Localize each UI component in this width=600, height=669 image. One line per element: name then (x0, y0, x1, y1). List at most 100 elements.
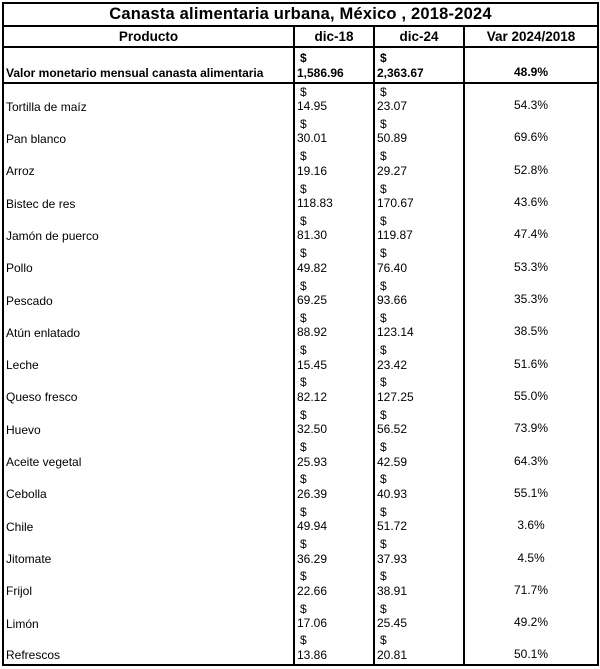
table-row: Huevo $ 32.50 $ 56.52 73.9% (3, 406, 599, 439)
table-title: Canasta alimentaria urbana, México , 201… (3, 3, 599, 27)
dic24-value: 76.40 (377, 260, 408, 275)
currency-symbol: $ (380, 601, 387, 616)
dic24-value: 23.07 (377, 99, 408, 114)
summary-dic24-value: 2,363.67 (377, 65, 424, 80)
dic18-cell: $ 22.66 (293, 568, 374, 601)
dic18-value: 13.86 (297, 647, 328, 662)
dic24-value: 25.45 (377, 616, 408, 631)
currency-symbol: $ (300, 601, 307, 616)
dic24-cell: $ 170.67 (373, 180, 464, 213)
currency-symbol: $ (380, 246, 387, 261)
currency-symbol: $ (380, 375, 387, 390)
dic18-cell: $ 17.06 (293, 600, 374, 633)
var-cell: 53.3% (462, 244, 599, 278)
dic18-value: 26.39 (297, 486, 328, 501)
dic18-cell: $ 19.16 (293, 147, 374, 181)
dic18-cell: $ 88.92 (293, 309, 374, 342)
currency-symbol: $ (300, 504, 307, 519)
dic18-value: 22.66 (297, 583, 328, 598)
currency-symbol: $ (300, 246, 307, 261)
dic18-value: 15.45 (297, 357, 328, 372)
var-cell: 50.1% (462, 632, 599, 665)
currency-symbol: $ (380, 278, 387, 293)
dic24-value: 23.42 (377, 357, 408, 372)
dic18-value: 14.95 (297, 99, 328, 114)
currency-symbol: $ (380, 440, 387, 455)
currency-symbol: $ (300, 633, 307, 647)
table-row: Atún enlatado $ 88.92 $ 123.14 38.5% (3, 309, 599, 342)
currency-symbol: $ (300, 213, 307, 228)
table-row: Arroz $ 19.16 $ 29.27 52.8% (3, 147, 599, 181)
dic18-cell: $ 13.86 (293, 632, 374, 665)
var-cell: 38.5% (462, 309, 599, 342)
summary-dic18-value: 1,586.96 (297, 65, 344, 80)
dic24-value: 20.81 (377, 647, 408, 662)
dic18-value: 25.93 (297, 454, 328, 469)
dic18-cell: $ 81.30 (293, 212, 374, 245)
product-name-cell: Limón (6, 616, 39, 631)
dic18-value: 88.92 (297, 325, 328, 340)
column-header-dic-18: dic-18 (293, 25, 375, 48)
dic18-value: 30.01 (297, 131, 328, 146)
dic18-value: 19.16 (297, 163, 328, 178)
currency-symbol: $ (300, 472, 307, 487)
product-name-cell: Jamón de puerco (6, 228, 99, 243)
currency-symbol: $ (380, 51, 387, 66)
var-cell: 49.2% (462, 600, 599, 633)
summary-name-cell: Valor monetario mensual canasta alimenta… (3, 47, 294, 85)
dic18-value: 82.12 (297, 389, 328, 404)
dic18-cell: $ 14.95 (293, 83, 374, 116)
product-name-cell: Tortilla de maíz (6, 99, 87, 114)
var-cell: 73.9% (462, 406, 599, 439)
currency-symbol: $ (300, 149, 307, 164)
currency-symbol: $ (300, 537, 307, 552)
dic24-value: 123.14 (377, 325, 414, 340)
dic24-cell: $ 25.45 (373, 600, 464, 633)
product-name-cell: Atún enlatado (6, 325, 81, 340)
dic24-cell: $ 38.91 (373, 568, 464, 601)
dic24-value: 42.59 (377, 454, 408, 469)
var-cell: 3.6% (462, 503, 599, 536)
dic18-cell: $ 49.82 (293, 244, 374, 278)
product-name-cell: Huevo (6, 422, 41, 437)
product-name-cell: Arroz (6, 164, 35, 179)
dic18-cell: $ 32.50 (293, 406, 374, 439)
dic24-cell: $ 76.40 (373, 244, 464, 278)
currency-symbol: $ (380, 181, 387, 196)
currency-symbol: $ (300, 181, 307, 196)
dic24-cell: $ 93.66 (373, 277, 464, 310)
var-cell: 55.1% (462, 471, 599, 504)
currency-symbol: $ (300, 407, 307, 422)
currency-symbol: $ (380, 633, 387, 647)
dic18-cell: $ 30.01 (293, 115, 374, 148)
dic18-value: 17.06 (297, 616, 328, 631)
dic18-value: 69.25 (297, 293, 328, 308)
dic18-value: 36.29 (297, 551, 328, 566)
dic18-cell: $ 15.45 (293, 341, 374, 375)
var-cell: 55.0% (462, 374, 599, 407)
product-name-cell: Aceite vegetal (6, 455, 82, 470)
product-name-cell: Refrescos (6, 648, 61, 662)
dic18-value: 32.50 (297, 422, 328, 437)
dic24-value: 170.67 (377, 196, 414, 211)
dic18-cell: $ 26.39 (293, 471, 374, 504)
dic24-cell: $ 37.93 (373, 535, 464, 569)
currency-symbol: $ (380, 310, 387, 325)
dic18-cell: $ 118.83 (293, 180, 374, 213)
table-row: Chile $ 49.94 $ 51.72 3.6% (3, 503, 599, 536)
var-cell: 47.4% (462, 212, 599, 245)
title-row: Canasta alimentaria urbana, México , 201… (3, 3, 599, 27)
table-body: Tortilla de maíz $ 14.95 $ 23.07 54.3% P… (3, 83, 599, 665)
currency-symbol: $ (300, 375, 307, 390)
dic24-cell: $ 29.27 (373, 147, 464, 181)
dic18-cell: $ 25.93 (293, 438, 374, 472)
table-row: Jitomate $ 36.29 $ 37.93 4.5% (3, 535, 599, 569)
dic18-cell: $ 36.29 (293, 535, 374, 569)
dic24-cell: $ 123.14 (373, 309, 464, 342)
currency-symbol: $ (300, 440, 307, 455)
table-row: Cebolla $ 26.39 $ 40.93 55.1% (3, 471, 599, 504)
var-cell: 4.5% (462, 535, 599, 569)
product-name-cell: Bistec de res (6, 196, 76, 211)
